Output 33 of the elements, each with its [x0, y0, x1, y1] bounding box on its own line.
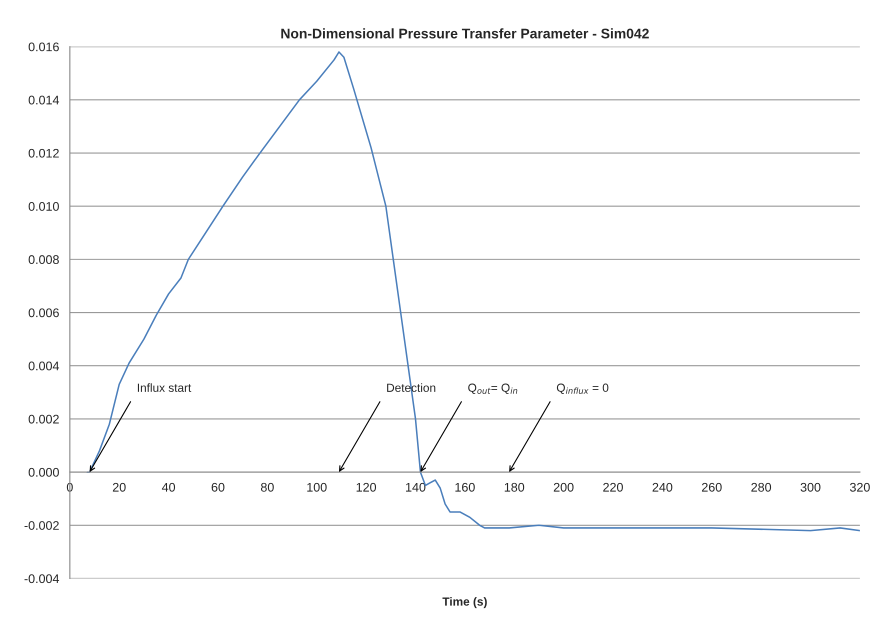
y-tick-label: 0.000	[28, 468, 59, 477]
y-tick-label: 0.004	[28, 362, 60, 370]
x-tick-label: 60	[212, 482, 224, 492]
y-tick-label: 0.008	[28, 255, 59, 264]
y-tick-label: 0.014	[28, 96, 60, 104]
y-tick-label: -0.004	[24, 574, 60, 584]
annotation: Q$_{out}$= Q$_{in}$	[468, 384, 518, 394]
y-tick-label: -0.002	[24, 521, 59, 530]
x-tick-label: 0	[66, 482, 73, 492]
y-tick-label: 0.002	[28, 414, 59, 424]
x-tick-label: 260	[702, 482, 722, 492]
x-tick-label: 240	[652, 482, 672, 492]
x-tick-label: 280	[751, 482, 772, 492]
x-tick-label: 100	[307, 482, 327, 492]
y-tick-label: 0.016	[28, 42, 59, 52]
annotation: Influx start	[138, 383, 192, 392]
x-tick-label: 140	[406, 482, 426, 492]
x-tick-label: 220	[603, 482, 623, 492]
x-tick-label: 20	[112, 482, 126, 492]
x-tick-label: 300	[800, 482, 820, 492]
x-tick-label: 320	[850, 482, 870, 492]
annotation: Q$_{influx}$ = 0	[556, 384, 608, 394]
chart-title: Non-Dimensional Pressure Transfer Parameter - Sim042	[281, 28, 649, 38]
y-tick-label: 0.006	[28, 308, 59, 318]
x-tick-label: 160	[455, 482, 475, 492]
x-tick-label: 120	[356, 482, 376, 492]
y-tick-label: 0.012	[28, 148, 59, 158]
x-axis-title: Time (s)	[442, 597, 487, 608]
y-tick-label: 0.010	[28, 202, 59, 211]
x-tick-label: 80	[260, 482, 274, 492]
x-tick-label: 200	[554, 482, 574, 492]
x-tick-label: 40	[162, 482, 176, 492]
x-tick-label: 180	[504, 482, 524, 492]
